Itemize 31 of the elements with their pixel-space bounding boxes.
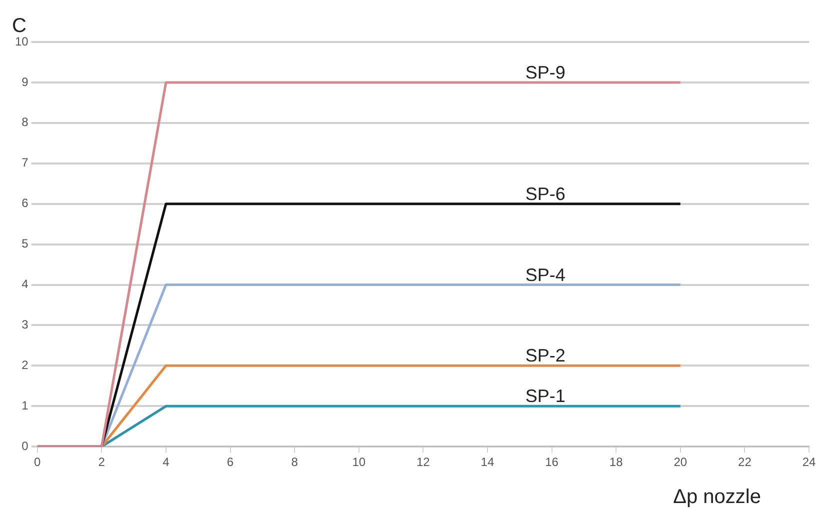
x-tick-label: 4 <box>162 455 170 470</box>
y-tick-label: 4 <box>22 277 29 292</box>
y-tick-label: 0 <box>22 438 29 453</box>
x-tick-label: 16 <box>545 455 559 470</box>
y-tick-label: 5 <box>22 236 29 251</box>
series-label: SP-9 <box>525 62 566 82</box>
x-tick-label: 8 <box>291 455 298 470</box>
y-tick-label: 2 <box>22 358 29 372</box>
x-tick-label: 10 <box>352 455 366 470</box>
y-tick-label: 10 <box>14 34 29 48</box>
y-tick-label: 8 <box>22 115 29 130</box>
series-label: SP-6 <box>525 184 566 204</box>
series-label: SP-1 <box>525 386 566 406</box>
x-tick-label: 2 <box>98 455 106 470</box>
x-tick-label: 14 <box>480 455 494 470</box>
y-tick-label: 1 <box>22 398 29 412</box>
x-tick-label: 0 <box>34 455 42 470</box>
x-tick-label: 6 <box>226 455 234 470</box>
x-tick-label: 24 <box>802 455 816 470</box>
x-tick-label: 18 <box>609 455 624 470</box>
series-label: SP-4 <box>525 264 566 285</box>
y-axis-title: C <box>12 15 26 37</box>
x-axis-title: Δp nozzle <box>673 486 761 508</box>
y-tick-label: 3 <box>22 318 29 332</box>
series-label: SP-2 <box>525 346 566 366</box>
x-tick-label: 22 <box>738 455 752 470</box>
y-tick-label: 9 <box>22 74 29 89</box>
x-tick-label: 20 <box>674 455 688 470</box>
y-tick-label: 6 <box>22 196 29 210</box>
x-tick-label: 12 <box>416 455 430 470</box>
y-tick-label: 7 <box>22 156 29 170</box>
